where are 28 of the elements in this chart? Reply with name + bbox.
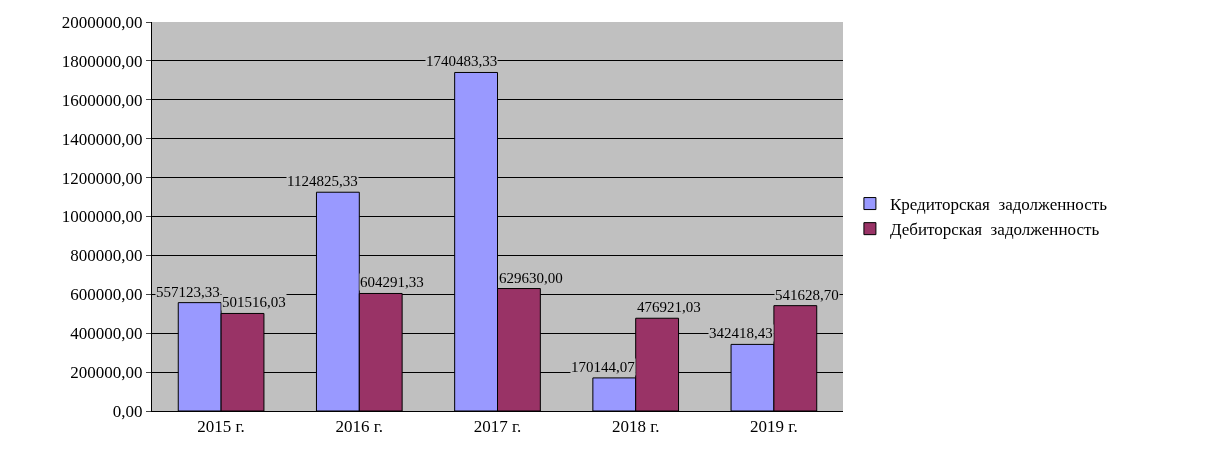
data-label: 1740483,33 <box>426 53 498 69</box>
y-tick-label: 800000,00 <box>70 246 143 266</box>
data-label: 501516,03 <box>222 294 286 310</box>
data-label: 170144,07 <box>571 359 636 375</box>
y-tick-label: 1000000,00 <box>61 207 143 227</box>
data-label: 541628,70 <box>775 287 839 303</box>
x-tick-label: 2017 г. <box>473 417 522 437</box>
y-tick-label: 200000,00 <box>70 363 143 383</box>
y-tick-label: 400000,00 <box>70 324 143 344</box>
legend-label: Дебиторская задолженность <box>889 220 1100 240</box>
y-tick-label: 1400000,00 <box>61 129 143 149</box>
y-tick-label: 1800000,00 <box>61 51 143 71</box>
y-tick-label: 600000,00 <box>70 285 143 305</box>
data-label: 1124825,33 <box>287 173 358 189</box>
data-label: 604291,33 <box>360 274 424 290</box>
data-label: 342418,43 <box>709 325 773 341</box>
x-tick-label: 2019 г. <box>750 417 798 437</box>
data-label: 629630,00 <box>499 270 563 286</box>
y-tick-label: 1200000,00 <box>61 168 143 188</box>
x-tick-label: 2015 г. <box>197 417 245 437</box>
y-tick-label: 2000000,00 <box>61 12 143 32</box>
y-tick-label: 0,00 <box>112 401 143 421</box>
data-label: 557123,33 <box>156 284 220 300</box>
x-tick-label: 2016 г. <box>335 417 384 437</box>
y-tick-label: 1600000,00 <box>61 90 143 110</box>
x-tick-label: 2018 г. <box>611 417 660 437</box>
data-label: 476921,03 <box>637 299 701 315</box>
legend-label: Кредиторская задолженность <box>889 195 1108 215</box>
